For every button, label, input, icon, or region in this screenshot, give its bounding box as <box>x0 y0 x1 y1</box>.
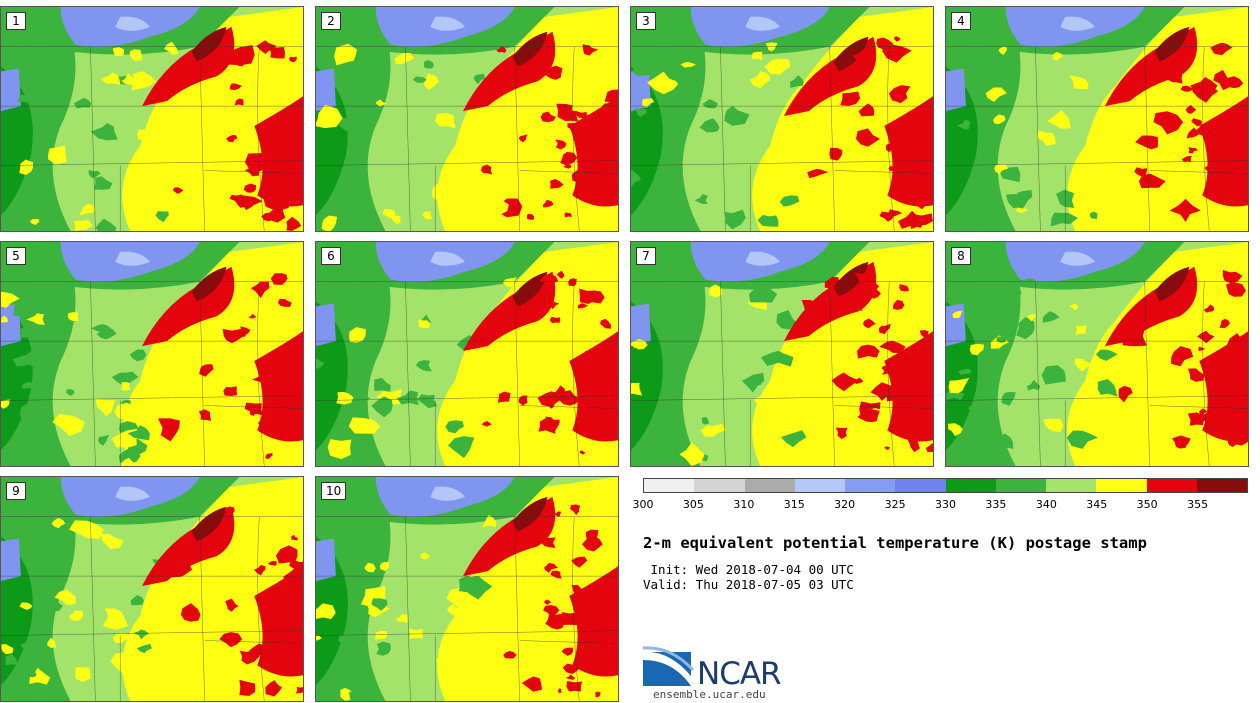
theta-e-field <box>946 7 1248 231</box>
map-panel-10: 10 <box>315 476 619 702</box>
theta-e-field <box>631 242 933 466</box>
panel-label: 8 <box>951 247 971 265</box>
map-panel-8: 8 <box>945 241 1249 467</box>
panel-label: 7 <box>636 247 656 265</box>
colorbar-segment <box>895 479 946 492</box>
theta-e-field <box>316 477 618 701</box>
colorbar-tick-label: 310 <box>733 498 755 511</box>
colorbar-tick-label: 315 <box>783 498 805 511</box>
colorbar-tick-label: 305 <box>682 498 704 511</box>
colorbar-segment <box>1196 479 1247 492</box>
logo-text: NCAR <box>697 656 782 692</box>
map-panel-9: 9 <box>0 476 304 702</box>
map-panel-4: 4 <box>945 6 1249 232</box>
colorbar-segment <box>694 479 745 492</box>
colorbar-segment <box>845 479 896 492</box>
colorbar-tick-label: 330 <box>935 498 956 511</box>
colorbar-tick-label: 320 <box>834 498 856 511</box>
theta-e-field <box>316 7 618 231</box>
colorbar-segment <box>744 479 795 492</box>
logo-url: ensemble.ucar.edu <box>653 688 766 701</box>
colorbar-tick-label: 335 <box>985 498 1007 511</box>
map-panel-6: 6 <box>315 241 619 467</box>
panel-label: 2 <box>321 12 341 30</box>
panel-label: 9 <box>6 482 26 500</box>
panel-label: 3 <box>636 12 656 30</box>
colorbar-segment <box>1046 479 1097 492</box>
theta-e-field <box>631 7 933 231</box>
map-panel-5: 5 <box>0 241 304 467</box>
ncar-logo: NCAR <box>642 646 793 692</box>
theta-e-field <box>1 477 303 701</box>
map-panel-3: 3 <box>630 6 934 232</box>
colorbar-tick-label: 350 <box>1136 498 1158 511</box>
map-panel-1: 1 <box>0 6 304 232</box>
panel-label: 5 <box>6 247 26 265</box>
colorbar-tick-label: 325 <box>884 498 906 511</box>
theta-e-field <box>1 242 303 466</box>
colorbar-segment <box>644 479 695 492</box>
colorbar-tick-label: 300 <box>632 498 654 511</box>
colorbar-tick-label: 355 <box>1187 498 1209 511</box>
colorbar-segment <box>1096 479 1147 492</box>
panel-label: 1 <box>6 12 26 30</box>
colorbar-segment <box>794 479 845 492</box>
colorbar <box>643 478 1248 493</box>
colorbar-segment <box>945 479 996 492</box>
theta-e-field <box>316 242 618 466</box>
map-panel-2: 2 <box>315 6 619 232</box>
plot-title: 2-m equivalent potential temperature (K)… <box>643 534 1147 552</box>
map-panel-7: 7 <box>630 241 934 467</box>
colorbar-segment <box>995 479 1046 492</box>
theta-e-field <box>946 242 1248 466</box>
colorbar-tick-label: 340 <box>1035 498 1057 511</box>
colorbar-tick-label: 345 <box>1086 498 1108 511</box>
panel-label: 10 <box>321 482 347 500</box>
panel-label: 4 <box>951 12 971 30</box>
panel-label: 6 <box>321 247 341 265</box>
colorbar-segment <box>1146 479 1197 492</box>
theta-e-field <box>1 7 303 231</box>
ncar-logo-icon <box>642 646 695 686</box>
init-time: Init: Wed 2018-07-04 00 UTC <box>643 562 854 577</box>
valid-time: Valid: Thu 2018-07-05 03 UTC <box>643 577 854 592</box>
